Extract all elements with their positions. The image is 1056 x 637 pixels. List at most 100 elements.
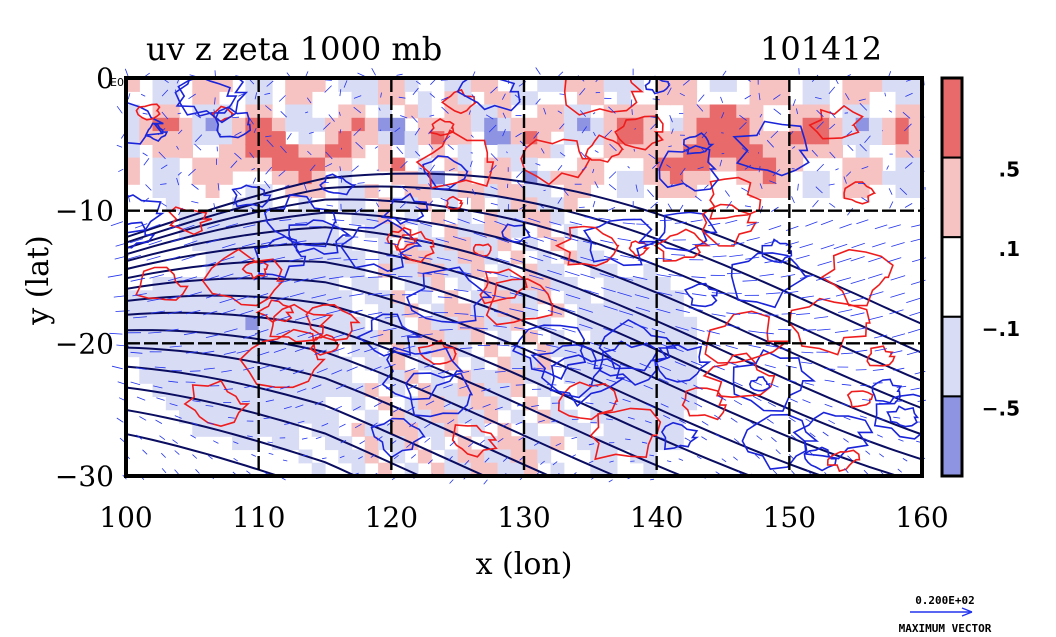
zeta-cell <box>510 184 525 198</box>
zeta-cell <box>616 144 631 159</box>
wind-vector <box>547 310 562 315</box>
wind-vector <box>602 363 614 369</box>
wind-vector <box>482 403 491 408</box>
zeta-cell <box>497 131 512 145</box>
zeta-cell <box>643 303 658 318</box>
zeta-cell <box>404 422 419 437</box>
wind-vector <box>489 164 497 173</box>
wind-vector <box>484 457 490 463</box>
wind-vector <box>140 93 146 97</box>
zeta-cell <box>616 131 631 145</box>
wind-vector <box>501 423 509 428</box>
wind-vector <box>497 437 504 443</box>
wind-vector <box>634 294 650 299</box>
zeta-cell <box>192 157 207 172</box>
wind-vector <box>379 129 382 132</box>
zeta-cell <box>298 223 313 238</box>
zeta-positive-contour <box>445 195 464 211</box>
wind-vector <box>758 92 761 101</box>
wind-vector <box>585 402 594 405</box>
zeta-cell <box>868 170 883 185</box>
zeta-cell <box>524 91 538 106</box>
zeta-cell <box>351 462 366 476</box>
zeta-cell <box>444 462 459 476</box>
wind-vector <box>769 383 779 388</box>
zeta-cell <box>510 117 525 132</box>
zeta-positive-contour <box>386 226 418 251</box>
wind-vector <box>742 280 757 282</box>
wind-vector <box>666 460 672 463</box>
zeta-cell <box>139 356 154 371</box>
zeta-cell <box>709 117 724 132</box>
zeta-positive-contour <box>309 333 340 356</box>
zeta-cell <box>311 462 326 476</box>
wind-vector <box>667 87 672 96</box>
zeta-cell <box>855 144 870 159</box>
wind-vector <box>335 384 346 390</box>
wind-vector <box>204 275 220 281</box>
wind-vector <box>428 200 434 206</box>
wind-vector <box>278 170 286 177</box>
wind-vector <box>415 151 421 157</box>
zeta-cell <box>577 250 591 265</box>
zeta-cell <box>457 78 472 92</box>
wind-vector <box>227 417 235 419</box>
wind-vector <box>193 113 202 119</box>
zeta-cell <box>709 144 724 159</box>
wind-vector <box>877 418 885 421</box>
wind-vector <box>407 384 418 390</box>
wind-vector <box>132 293 147 297</box>
wind-vector <box>851 242 865 249</box>
zeta-cell <box>656 303 671 318</box>
wind-vector <box>136 434 143 440</box>
wind-vector <box>806 469 812 475</box>
zeta-cell <box>683 157 698 172</box>
zeta-cell <box>510 462 525 476</box>
zeta-cell <box>431 383 445 397</box>
wind-vector <box>811 149 818 157</box>
colorbar-segment <box>941 236 963 318</box>
zeta-cell <box>364 184 379 198</box>
wind-vector <box>765 292 781 295</box>
zeta-cell <box>417 449 432 464</box>
wind-vector <box>134 223 148 229</box>
wind-vector <box>289 258 304 262</box>
wind-vector <box>841 352 854 355</box>
zeta-cell <box>126 330 140 344</box>
zeta-cell <box>258 91 273 106</box>
zeta-cell <box>815 117 830 132</box>
zeta-cell <box>577 290 591 305</box>
wind-vector <box>571 454 576 458</box>
wind-vector <box>456 270 472 275</box>
zeta-cell <box>258 131 273 145</box>
zeta-cell <box>855 91 870 106</box>
zeta-negative-contour <box>598 318 678 372</box>
zeta-cell <box>616 303 631 318</box>
wind-vector <box>309 164 316 171</box>
zeta-negative-contour <box>803 446 838 472</box>
zeta-cell <box>510 91 525 106</box>
zeta-cell <box>577 78 591 92</box>
zeta-cell <box>285 91 300 106</box>
zeta-cell <box>205 356 220 371</box>
zeta-cell <box>908 144 922 159</box>
wind-vector <box>473 232 487 238</box>
wind-vector <box>195 134 203 142</box>
wind-vector <box>805 418 813 424</box>
wind-vector <box>603 328 617 334</box>
zeta-cell <box>192 117 207 132</box>
wind-vector <box>307 197 313 204</box>
wind-vector <box>303 183 307 191</box>
wind-vector <box>630 99 633 107</box>
zeta-negative-contour <box>644 78 671 95</box>
wind-vector <box>454 313 469 315</box>
wind-vector <box>358 456 363 460</box>
zeta-cell <box>616 436 631 451</box>
wind-vector <box>294 346 308 352</box>
wind-vector <box>264 180 271 189</box>
wind-vector <box>785 241 799 247</box>
wind-vector <box>165 328 179 332</box>
zeta-cell <box>550 462 565 476</box>
wind-vector <box>188 93 196 100</box>
wind-vector <box>584 216 597 220</box>
